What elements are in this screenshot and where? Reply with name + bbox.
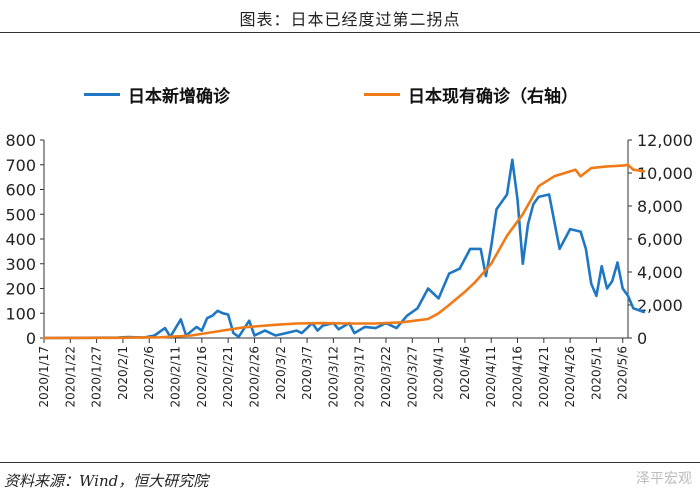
- y-left-tick-label: 200: [5, 280, 36, 299]
- y-left-tick-label: 600: [5, 181, 36, 200]
- x-tick-label: 2020/1/17: [37, 346, 51, 408]
- y-left-tick-label: 500: [5, 205, 36, 224]
- series-line-active-cases: [42, 163, 646, 340]
- legend-swatch-right: [364, 93, 400, 96]
- y-left-tick-label: 700: [5, 156, 36, 175]
- x-tick-label: 2020/4/6: [458, 346, 472, 400]
- y-left-tick-label: 300: [5, 255, 36, 274]
- y-left-tick-label: 800: [5, 131, 36, 150]
- legend-label-left: 日本新增确诊: [128, 87, 230, 107]
- x-tick-label: 2020/4/1: [432, 346, 446, 400]
- watermark-text: 泽平宏观: [636, 471, 692, 487]
- y-left-tick-label: 100: [5, 304, 36, 323]
- x-tick-label: 2020/2/16: [195, 346, 209, 408]
- x-tick-label: 2020/3/7: [300, 346, 314, 400]
- x-tick-label: 2020/3/22: [379, 346, 393, 408]
- title-rule: [0, 32, 700, 33]
- y-right-tick-label: 12,000: [637, 131, 693, 150]
- x-tick-label: 2020/4/26: [563, 346, 577, 408]
- x-tick-label: 2020/4/16: [511, 346, 525, 408]
- legend-item-left-series: 日本新增确诊: [84, 82, 230, 107]
- y-right-tick-label: 8,000: [637, 197, 683, 216]
- x-tick-label: 2020/1/22: [63, 346, 77, 408]
- x-tick-label: 2020/2/26: [247, 346, 261, 408]
- chart-legend: 日本新增确诊 日本现有确诊（右轴）: [0, 82, 700, 107]
- y-left-tick-label: 400: [5, 230, 36, 249]
- y-right-tick-label: 0: [637, 329, 647, 348]
- legend-item-right-series: 日本现有确诊（右轴）: [364, 82, 578, 107]
- x-tick-label: 2020/2/21: [221, 346, 235, 408]
- x-tick-label: 2020/4/21: [537, 346, 551, 408]
- x-tick-label: 2020/3/2: [274, 346, 288, 400]
- x-tick-label: 2020/5/6: [616, 346, 630, 400]
- x-tick-label: 2020/2/6: [142, 346, 156, 400]
- chart-series: [42, 158, 646, 340]
- y-right-tick-label: 2,000: [637, 296, 683, 315]
- x-tick-label: 2020/2/1: [116, 346, 130, 400]
- x-tick-label: 2020/5/1: [589, 346, 603, 400]
- y-right-tick-label: 10,000: [637, 164, 693, 183]
- line-chart: 0 100 200 300 400 500 600 700 800 0 2,000 4,000 6,00…: [5, 131, 693, 408]
- source-note: 资料来源：Wind，恒大研究院: [4, 472, 209, 490]
- x-tick-label: 2020/3/17: [353, 346, 367, 408]
- x-tick-label: 2020/4/11: [484, 346, 498, 408]
- x-tick-label: 2020/1/27: [90, 346, 104, 408]
- y-left-tick-label: 0: [26, 329, 36, 348]
- x-tick-label: 2020/3/27: [405, 346, 419, 408]
- chart-title: 图表：日本已经度过第二拐点: [239, 10, 461, 29]
- x-tick-label: 2020/3/12: [326, 346, 340, 408]
- y-right-tick-label: 6,000: [637, 230, 683, 249]
- legend-swatch-left: [84, 93, 120, 96]
- chart-axes: 0 100 200 300 400 500 600 700 800 0 2,000 4,000 6,00…: [5, 131, 693, 408]
- footer-rule: [0, 462, 700, 463]
- legend-label-right: 日本现有确诊（右轴）: [408, 87, 578, 107]
- y-right-tick-label: 4,000: [637, 263, 683, 282]
- x-tick-label: 2020/2/11: [169, 346, 183, 408]
- series-line-new-cases: [42, 158, 646, 340]
